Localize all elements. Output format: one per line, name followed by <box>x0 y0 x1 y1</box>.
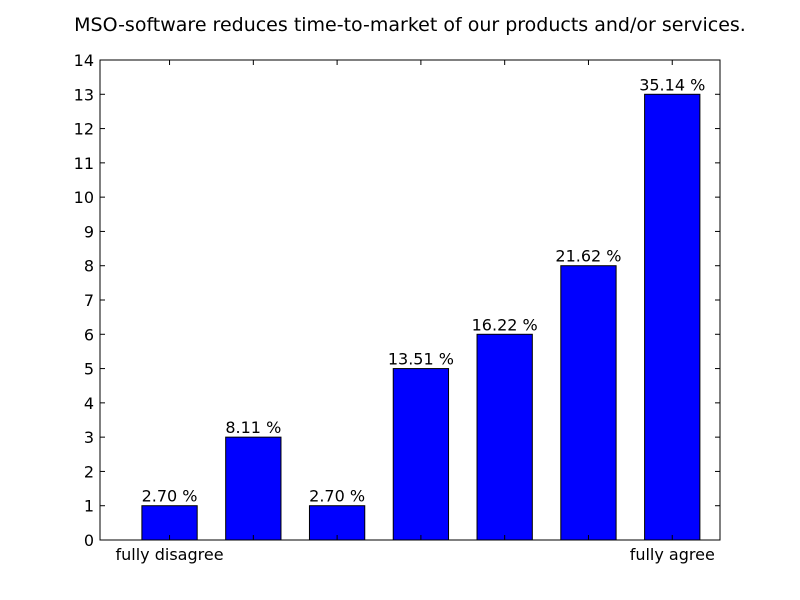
y-tick-label: 8 <box>84 257 94 276</box>
data-label-6: 21.62 % <box>555 247 621 266</box>
y-tick-label: 0 <box>84 531 94 550</box>
y-tick-label: 9 <box>84 222 94 241</box>
data-label-4: 13.51 % <box>388 350 454 369</box>
y-tick-label: 2 <box>84 462 94 481</box>
y-tick-label: 14 <box>74 51 94 70</box>
chart-title: MSO-software reduces time-to-market of o… <box>74 14 746 36</box>
bars-group <box>141 93 701 541</box>
y-tick-label: 3 <box>84 428 94 447</box>
bar-2 <box>225 436 282 541</box>
bar-3 <box>308 505 366 541</box>
data-label-7: 35.14 % <box>639 75 705 94</box>
data-label-3: 2.70 % <box>309 487 365 506</box>
y-tick-label: 12 <box>74 120 94 139</box>
y-tick-label: 1 <box>84 497 94 516</box>
y-tick-label: 4 <box>84 394 94 413</box>
y-tick-label: 10 <box>74 188 94 207</box>
x-axis: fully disagree fully agree <box>116 60 715 564</box>
y-tick-label: 7 <box>84 291 94 310</box>
data-labels-group: 2.70 % 8.11 % 2.70 % 13.51 % 16.22 % 21.62 % 3… <box>142 75 706 505</box>
y-tick-label: 13 <box>74 85 94 104</box>
y-tick-label: 5 <box>84 360 94 379</box>
x-tick-label: fully agree <box>630 545 715 564</box>
bar-6 <box>560 265 617 541</box>
data-label-5: 16.22 % <box>472 315 538 334</box>
y-tick-label: 11 <box>74 154 94 173</box>
data-label-1: 2.70 % <box>142 487 198 506</box>
plot-frame <box>99 59 721 541</box>
data-label-2: 8.11 % <box>225 418 281 437</box>
y-tick-label: 6 <box>84 325 94 344</box>
bar-5 <box>476 333 533 541</box>
x-tick-label: fully disagree <box>116 545 224 564</box>
bar-4 <box>392 368 450 541</box>
bar-1 <box>141 505 198 541</box>
bar-7 <box>644 93 701 541</box>
